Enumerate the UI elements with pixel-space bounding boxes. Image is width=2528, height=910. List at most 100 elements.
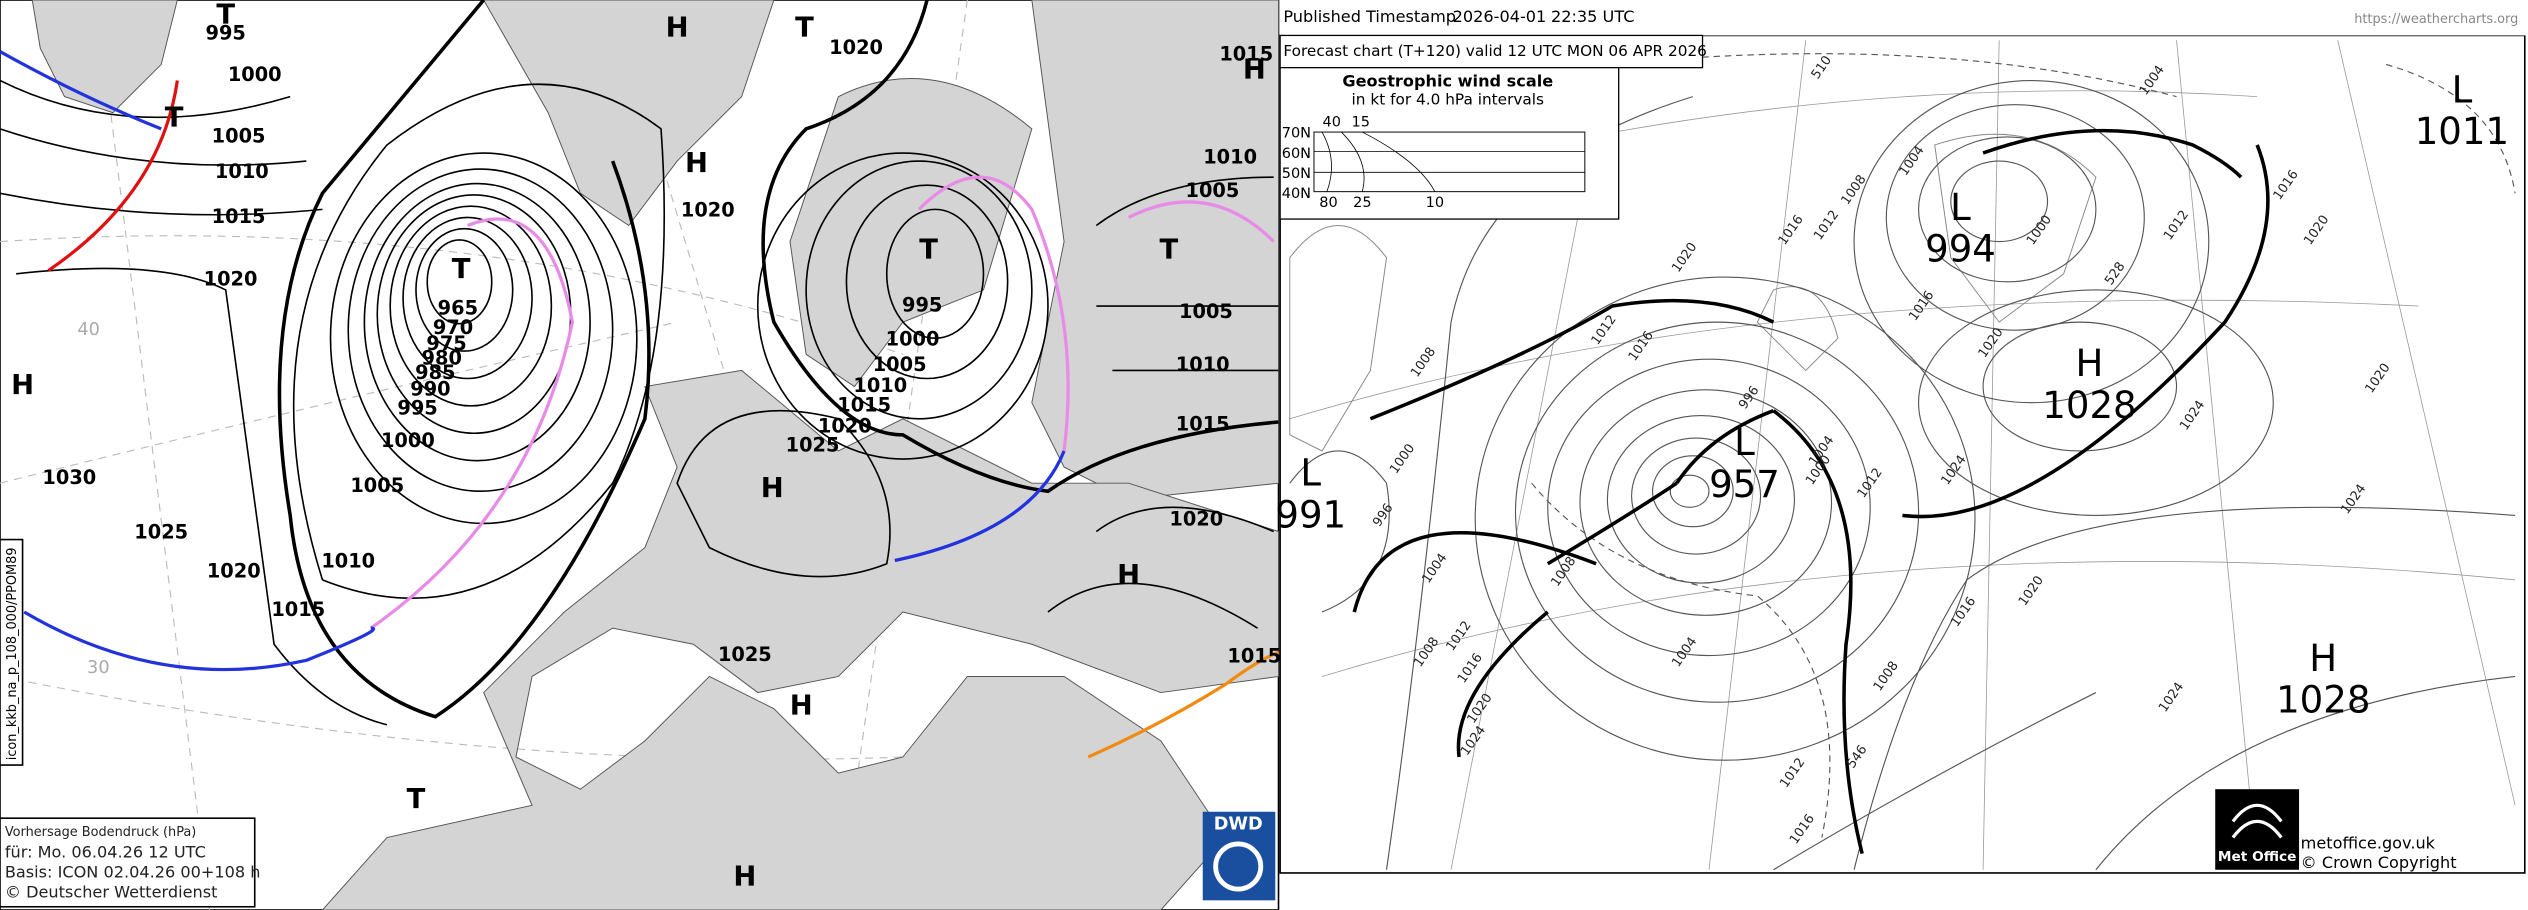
- pressure-center: T: [919, 235, 938, 266]
- pressure-center: H: [11, 370, 34, 401]
- isobar-label: 1020: [207, 559, 261, 582]
- wind-speed-label: 25: [1353, 195, 1371, 211]
- isobar-label: 1025: [134, 521, 188, 544]
- graticule: [0, 0, 968, 910]
- isobar-label: 1015: [837, 393, 891, 416]
- isobar-label: 1000: [886, 327, 940, 350]
- wind-speed-label: 40: [1322, 114, 1340, 130]
- isobar-label: 1020: [204, 268, 258, 291]
- pressure-center: T: [795, 12, 814, 43]
- wind-scale-subtitle: in kt for 4.0 hPa intervals: [1352, 90, 1544, 108]
- occluded-front: [1127, 200, 1275, 243]
- isobar-label: 1005: [1185, 179, 1239, 202]
- wind-scale-title: Geostrophic wind scale: [1342, 72, 1553, 91]
- info-text: Vorhersage Bodendruck (hPa) für: Mo. 06.0…: [5, 825, 261, 901]
- cold-front: [23, 610, 376, 672]
- latitude-label: 50N: [1282, 166, 1311, 182]
- isobar-label: 1005: [212, 124, 266, 147]
- pressure-labels: T9951000T1005101010151020H10301025102010…: [11, 0, 1281, 892]
- info-box: [0, 817, 256, 908]
- pressure-center: H: [1117, 560, 1140, 591]
- pressure-center-value: 1028: [2042, 384, 2136, 427]
- metoffice-chart: L1011L994H1028L957L991H10281004100410081…: [1275, 0, 2528, 910]
- occluded-front: [369, 217, 574, 630]
- isobar-label: 1020: [1169, 508, 1223, 531]
- pressure-center-value: 957: [1709, 463, 1780, 506]
- file-id: icon_kkb_na_p_108_000/PPOM89: [5, 547, 20, 760]
- info-line: Vorhersage Bodendruck (hPa): [5, 825, 197, 840]
- title-box: [1279, 34, 1704, 69]
- info-line: © Deutscher Wetterdienst: [5, 883, 218, 902]
- pressure-center: H: [1243, 54, 1266, 85]
- isobar-label: 995: [397, 397, 437, 420]
- source-url: https://weathercharts.org: [2354, 12, 2518, 27]
- pressure-center-type: L: [1300, 452, 1321, 495]
- footer-copyright: © Crown Copyright: [2301, 853, 2457, 872]
- wind-scale-box: [1279, 67, 1620, 220]
- grid-label: 40: [77, 320, 100, 340]
- isobar-label: 1000: [228, 63, 282, 86]
- isobar-label: 995: [206, 21, 246, 44]
- isobar-label: 1020: [829, 36, 883, 59]
- pressure-center: H: [666, 12, 689, 43]
- pressure-center-type: H: [2076, 342, 2104, 385]
- isobar-label: 995: [902, 294, 942, 317]
- pressure-center-value: 1028: [2276, 679, 2370, 722]
- info-line: für: Mo. 06.04.26 12 UTC: [5, 842, 206, 861]
- warm-front: [47, 80, 179, 272]
- cold-front: [0, 50, 162, 131]
- wind-scale-curves: [1313, 131, 1585, 192]
- isobar-label: 1015: [1227, 645, 1281, 668]
- grid-label: 30: [87, 658, 110, 678]
- isobar-label: 970: [433, 316, 473, 339]
- pressure-center: H: [733, 861, 756, 892]
- graticule: [1289, 40, 2516, 870]
- isobar-label: 1000: [381, 429, 435, 452]
- dwd-chart: T9951000T1005101010151020H10301025102010…: [0, 0, 1281, 910]
- isobar-label: 985: [415, 361, 455, 384]
- isobar-label: 1015: [1219, 42, 1273, 65]
- isobar-label: 1015: [271, 598, 325, 621]
- pressure-center-type: L: [1950, 186, 1971, 229]
- isobar-label: 1010: [1176, 353, 1230, 376]
- pressure-center: H: [685, 148, 708, 179]
- latitude-label: 60N: [1282, 146, 1311, 162]
- isobar-label: 1005: [1179, 300, 1233, 323]
- pressure-center: H: [761, 473, 784, 504]
- isobar-label: 980: [422, 347, 462, 370]
- footer-site: metoffice.gov.uk: [2301, 833, 2436, 852]
- occlusion: [1546, 409, 1775, 566]
- isobar-label: 1025: [718, 643, 772, 666]
- isobar-label: 1020: [818, 414, 872, 437]
- isobar-label: 1020: [681, 198, 735, 221]
- pressure-center-value: 1011: [2415, 110, 2509, 153]
- isobar-label: 990: [410, 377, 450, 400]
- isobar-label: 1010: [853, 374, 907, 397]
- pressure-center-type: L: [2452, 68, 2473, 111]
- land: [483, 0, 775, 227]
- occluded-front: [917, 175, 1070, 452]
- pressure-center: T: [407, 784, 426, 815]
- logo-swirl: [1213, 841, 1264, 892]
- pressure-center: T: [216, 0, 235, 31]
- latitude-label: 40N: [1282, 186, 1311, 202]
- isobar-label: 1010: [321, 550, 375, 573]
- pressure-center: T: [165, 103, 184, 134]
- trough: [1087, 650, 1280, 759]
- logo-waves: [2231, 803, 2283, 839]
- isobar-label: 1015: [1176, 413, 1230, 436]
- chart-title: Forecast chart (T+120) valid 12 UTC MON …: [1283, 42, 1707, 60]
- metoffice-logo-text: Met Office: [2218, 849, 2297, 865]
- wind-scale-grid: [1313, 131, 1586, 193]
- published-date: 2026-04-01: [1453, 7, 1547, 26]
- wind-speed-label: 15: [1352, 114, 1370, 130]
- pressure-center-value: 994: [1925, 228, 1996, 271]
- pressure-center-type: L: [1734, 421, 1755, 464]
- isobar-label: 965: [438, 297, 478, 320]
- isobar-label: 1015: [212, 205, 266, 228]
- front: [1772, 144, 2270, 855]
- info-line: Basis: ICON 02.04.26 00+108 h: [5, 862, 261, 881]
- wind-scale-labels: 70N 60N 50N 40N 40 15 80 25 10: [1282, 114, 1444, 211]
- dwd-logo-text: DWD: [1214, 815, 1263, 835]
